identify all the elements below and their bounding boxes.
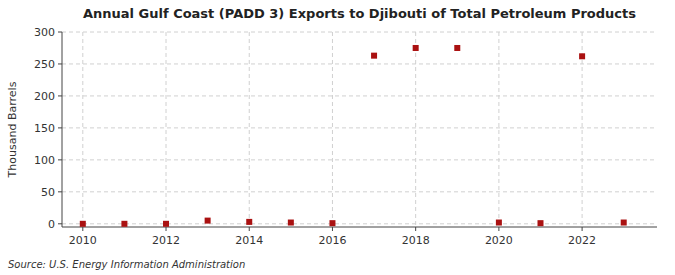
y-tick-label: 100 <box>34 154 55 167</box>
point <box>329 220 335 226</box>
x-tick-label: 2014 <box>235 234 263 247</box>
point <box>496 220 502 226</box>
y-grid-line <box>62 95 657 96</box>
y-tick <box>58 159 62 160</box>
y-grid-line <box>62 159 657 160</box>
x-tick <box>332 227 333 231</box>
x-grid-line <box>166 32 167 227</box>
x-tick <box>582 227 583 231</box>
y-tick-label: 250 <box>34 58 55 71</box>
point <box>163 221 169 227</box>
chart-container: 2010 2012 2014 2016 2018 2020 2022 0 50 100 150 200… <box>0 0 675 275</box>
y-tick <box>58 32 62 33</box>
tick-labels: 2010 2012 2014 2016 2018 2020 2022 0 50 100 150 200… <box>34 26 596 247</box>
x-tick-label: 2020 <box>485 234 513 247</box>
source-note: Source: U.S. Energy Information Administ… <box>8 259 245 270</box>
x-grid-line <box>498 32 499 227</box>
points <box>80 45 627 227</box>
y-tick <box>58 191 62 192</box>
y-tick <box>58 223 62 224</box>
point <box>454 45 460 51</box>
y-tick-label: 50 <box>41 186 55 199</box>
x-tick-label: 2012 <box>152 234 180 247</box>
y-tick <box>58 127 62 128</box>
y-grid-line <box>62 191 657 192</box>
y-tick-label: 300 <box>34 26 55 39</box>
point <box>579 53 585 59</box>
y-tick-label: 0 <box>48 218 55 231</box>
y-grid-line <box>62 63 657 64</box>
point <box>288 220 294 226</box>
x-tick <box>415 227 416 231</box>
x-tick <box>82 227 83 231</box>
x-tick <box>166 227 167 231</box>
y-tick <box>58 95 62 96</box>
y-tick-label: 150 <box>34 122 55 135</box>
x-tick-label: 2010 <box>69 234 97 247</box>
y-grid-line <box>62 32 657 33</box>
y-tick <box>58 63 62 64</box>
chart-svg: 2010 2012 2014 2016 2018 2020 2022 0 50 100 150 200… <box>0 0 675 275</box>
x-grid-line <box>415 32 416 227</box>
y-grid-line <box>62 223 657 224</box>
x-tick-label: 2022 <box>568 234 596 247</box>
point <box>371 53 377 59</box>
point <box>246 219 252 225</box>
x-tick <box>498 227 499 231</box>
point <box>537 220 543 226</box>
y-grid-line <box>62 127 657 128</box>
x-tick-label: 2016 <box>318 234 346 247</box>
y-axis-label: Thousand Barrels <box>6 81 19 178</box>
grid <box>62 32 657 227</box>
x-grid-line <box>332 32 333 227</box>
y-tick-label: 200 <box>34 90 55 103</box>
x-axis-line <box>62 227 657 228</box>
x-tick <box>249 227 250 231</box>
point <box>413 45 419 51</box>
x-grid-line <box>249 32 250 227</box>
point <box>80 221 86 227</box>
title: Annual Gulf Coast (PADD 3) Exports to Dj… <box>83 6 636 21</box>
x-tick-label: 2018 <box>402 234 430 247</box>
y-axis-line <box>62 32 63 227</box>
point <box>621 220 627 226</box>
point <box>121 221 127 227</box>
point <box>205 218 211 224</box>
x-grid-line <box>582 32 583 227</box>
x-grid-line <box>82 32 83 227</box>
